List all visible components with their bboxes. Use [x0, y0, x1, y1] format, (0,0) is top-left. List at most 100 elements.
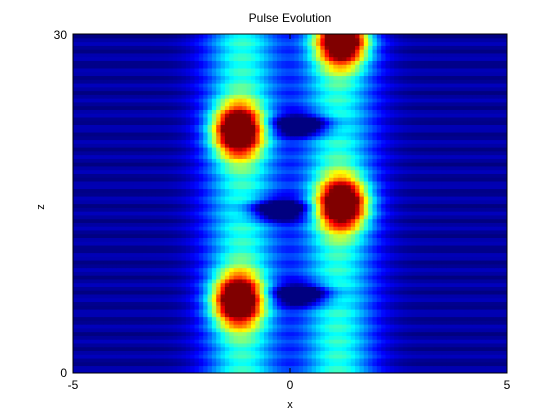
- heatmap-cell: [216, 203, 222, 208]
- heatmap-cell: [90, 339, 96, 344]
- heatmap-cell: [303, 312, 308, 318]
- heatmap-cell: [394, 331, 400, 336]
- heatmap-cell: [224, 282, 230, 287]
- heatmap-cell: [276, 297, 282, 303]
- heatmap-cell: [151, 327, 157, 333]
- heatmap-cell: [146, 226, 152, 231]
- heatmap-cell: [424, 233, 430, 238]
- heatmap-cell: [155, 305, 161, 310]
- heatmap-cell: [329, 192, 334, 197]
- heatmap-cell: [211, 226, 217, 231]
- heatmap-cell: [480, 241, 486, 246]
- heatmap-cell: [116, 195, 122, 201]
- heatmap-cell: [207, 229, 213, 235]
- heatmap-cell: [263, 293, 269, 299]
- heatmap-cell: [146, 214, 152, 220]
- heatmap-cell: [355, 222, 361, 227]
- heatmap-cell: [385, 192, 391, 197]
- heatmap-cell: [146, 346, 152, 351]
- heatmap-cell: [368, 290, 374, 295]
- heatmap-cell: [333, 339, 339, 344]
- heatmap-cell: [116, 252, 122, 257]
- heatmap-cell: [263, 241, 269, 246]
- heatmap-cell: [463, 350, 469, 355]
- heatmap-cell: [125, 282, 131, 287]
- heatmap-cell: [237, 263, 243, 269]
- heatmap-cell: [190, 226, 196, 231]
- heatmap-cell: [125, 271, 131, 276]
- heatmap-cell: [233, 327, 239, 333]
- heatmap-cell: [489, 226, 495, 231]
- heatmap-cell: [203, 229, 209, 235]
- heatmap-cell: [216, 263, 222, 269]
- heatmap-cell: [129, 342, 135, 348]
- heatmap-cell: [402, 199, 408, 205]
- heatmap-cell: [324, 305, 330, 310]
- heatmap-cell: [389, 290, 395, 295]
- heatmap-cell: [368, 267, 374, 272]
- heatmap-cell: [86, 263, 91, 269]
- heatmap-cell: [485, 195, 491, 201]
- heatmap-cell: [120, 214, 126, 220]
- heatmap-cell: [172, 211, 178, 216]
- heatmap-cell: [120, 244, 126, 250]
- heatmap-cell: [493, 365, 499, 370]
- heatmap-cell: [259, 256, 265, 261]
- heatmap-cell: [424, 260, 430, 265]
- heatmap-cell: [324, 229, 330, 235]
- heatmap-cell: [211, 350, 217, 355]
- heatmap-cell: [441, 207, 447, 212]
- heatmap-cell: [329, 293, 334, 299]
- heatmap-cell: [337, 252, 343, 257]
- heatmap-cell: [411, 226, 417, 231]
- heatmap-cell: [142, 354, 148, 359]
- heatmap-cell: [316, 260, 321, 265]
- heatmap-cell: [81, 233, 87, 238]
- heatmap-cell: [164, 350, 170, 355]
- heatmap-cell: [190, 331, 196, 336]
- heatmap-cell: [424, 192, 430, 197]
- heatmap-cell: [480, 357, 486, 363]
- heatmap-cell: [177, 339, 183, 344]
- heatmap-cell: [394, 327, 400, 333]
- heatmap-cell: [489, 316, 495, 321]
- heatmap-cell: [411, 290, 417, 295]
- heatmap-cell: [246, 342, 252, 348]
- heatmap-cell: [177, 290, 183, 295]
- heatmap-cell: [220, 222, 226, 227]
- heatmap-cell: [337, 286, 343, 291]
- heatmap-cell: [259, 308, 265, 314]
- heatmap-cell: [311, 271, 317, 276]
- heatmap-cell: [112, 361, 117, 367]
- heatmap-cell: [198, 312, 204, 318]
- heatmap-cell: [103, 305, 109, 310]
- heatmap-cell: [99, 214, 104, 220]
- heatmap-cell: [316, 361, 321, 367]
- heatmap-cell: [146, 267, 152, 272]
- heatmap-cell: [489, 324, 495, 329]
- heatmap-cell: [242, 308, 248, 314]
- heatmap-cell: [220, 312, 226, 318]
- heatmap-cell: [489, 214, 495, 220]
- heatmap-cell: [381, 350, 387, 355]
- heatmap-cell: [480, 327, 486, 333]
- heatmap-cell: [99, 320, 104, 325]
- heatmap-cell: [446, 293, 452, 299]
- heatmap-cell: [281, 214, 287, 220]
- heatmap-cell: [107, 305, 113, 310]
- heatmap-cell: [172, 342, 178, 348]
- heatmap-cell: [298, 207, 304, 212]
- heatmap-cell: [203, 271, 209, 276]
- heatmap-cell: [415, 252, 421, 257]
- heatmap-cell: [472, 357, 478, 363]
- heatmap-cell: [480, 350, 486, 355]
- heatmap-cell: [77, 339, 83, 344]
- heatmap-cell: [298, 226, 304, 231]
- heatmap-cell: [428, 346, 434, 351]
- heatmap-cell: [498, 354, 504, 359]
- heatmap-cell: [168, 188, 174, 193]
- heatmap-cell: [437, 222, 443, 227]
- heatmap-cell: [211, 293, 217, 299]
- heatmap-cell: [372, 361, 378, 367]
- heatmap-cell: [333, 354, 339, 359]
